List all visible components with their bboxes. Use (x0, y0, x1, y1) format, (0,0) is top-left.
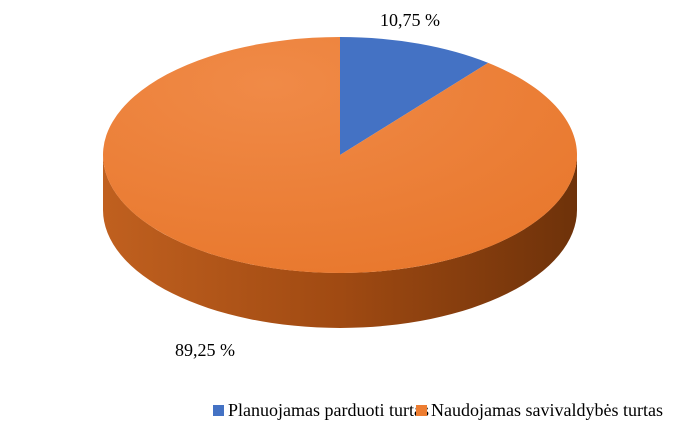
slice-side (103, 155, 577, 328)
slice (340, 37, 489, 155)
legend-swatch (416, 405, 427, 416)
legend-swatch (213, 405, 224, 416)
legend-label: Naudojamas savivaldybės turtas (431, 400, 663, 420)
data-label: 89,25 % (175, 340, 235, 360)
legend-label: Planuojamas parduoti turtas (228, 400, 429, 420)
slice (102, 37, 577, 273)
data-label: 10,75 % (380, 10, 440, 30)
